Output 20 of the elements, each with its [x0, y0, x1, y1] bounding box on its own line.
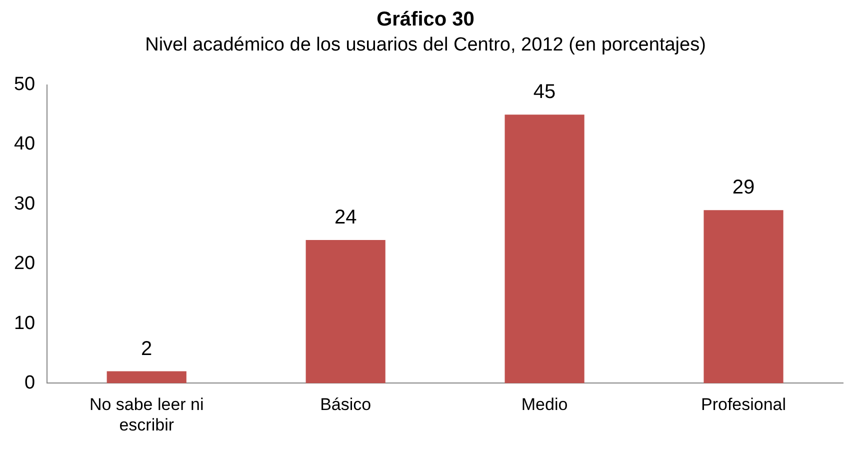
data-label: 45 — [533, 81, 556, 104]
data-label: 29 — [732, 176, 755, 199]
y-tick-label: 40 — [14, 134, 36, 155]
y-tick-label: 30 — [14, 193, 36, 214]
y-tick-label: 0 — [24, 372, 36, 394]
bar — [306, 240, 386, 384]
bar — [704, 210, 784, 384]
x-tick-label: Medio — [521, 395, 568, 414]
x-tick-label: Básico — [320, 395, 372, 414]
bar — [504, 114, 584, 384]
y-tick-label: 50 — [14, 74, 36, 96]
x-tick-label: Profesional — [700, 395, 786, 414]
x-tick-label: No sabe leer ni escribir — [89, 395, 204, 434]
chart-subtitle: Nivel académico de los usuarios del Centro, 2012 (en porcentajes) — [145, 34, 706, 56]
chart-title: Gráfico 30 — [376, 8, 474, 31]
y-tick-label: 20 — [14, 253, 36, 274]
data-label: 2 — [141, 338, 152, 360]
data-label: 24 — [334, 206, 357, 228]
y-tick-label: 10 — [14, 312, 36, 334]
bar — [106, 371, 186, 384]
